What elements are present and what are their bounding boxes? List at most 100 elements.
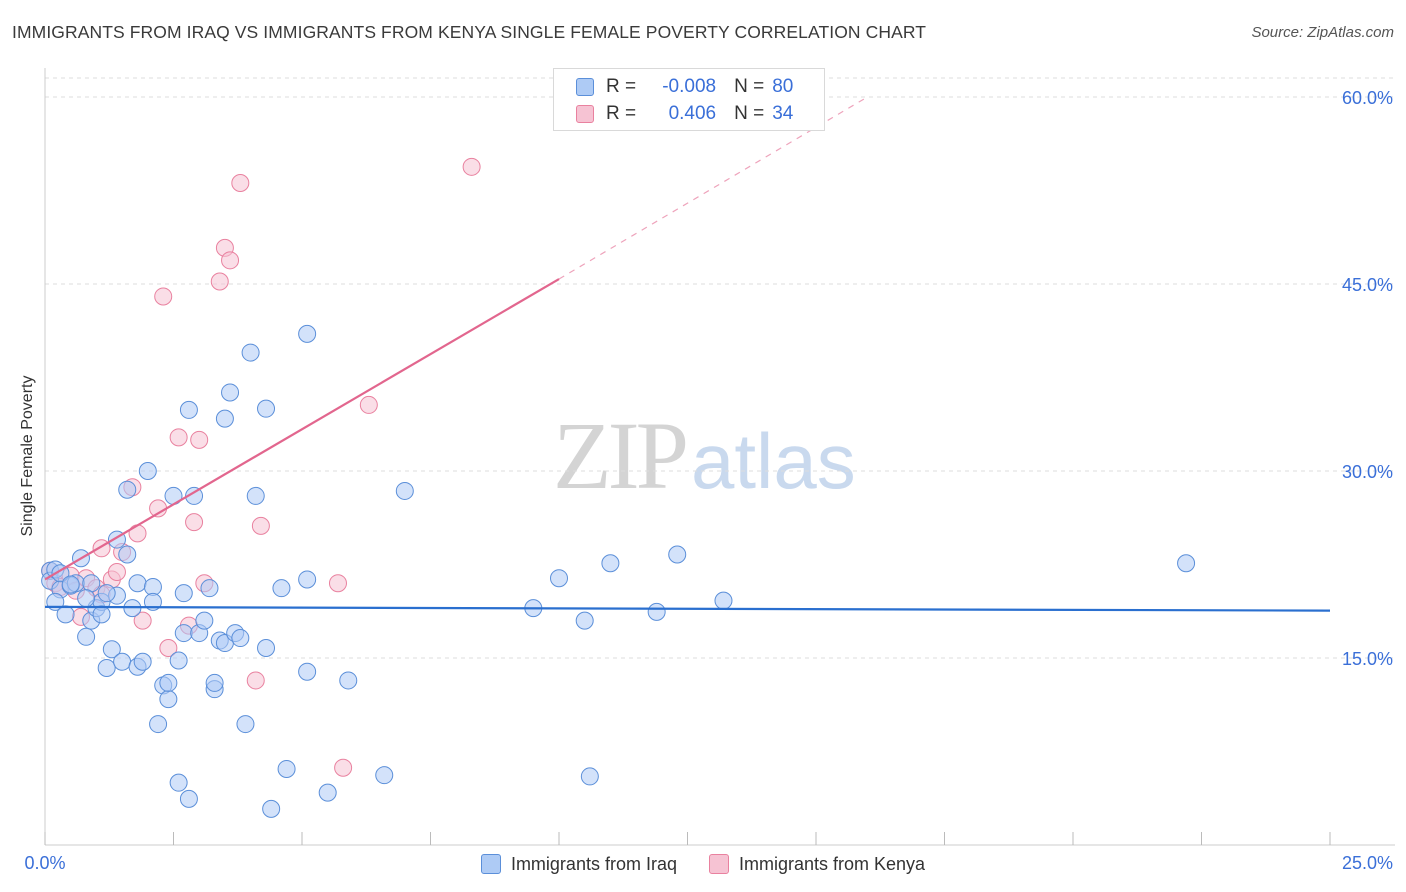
iraq-point bbox=[102, 640, 121, 659]
kenya-r-label: R = bbox=[606, 103, 637, 124]
iraq-point bbox=[298, 662, 317, 681]
iraq-point bbox=[575, 611, 594, 630]
iraq-point bbox=[1177, 554, 1196, 573]
iraq-n-label: N = bbox=[734, 76, 765, 97]
iraq-point bbox=[77, 589, 96, 608]
iraq-n-value: 80 bbox=[772, 76, 794, 97]
iraq-point bbox=[200, 579, 219, 598]
kenya-legend-swatch bbox=[708, 854, 729, 874]
kenya-point bbox=[128, 524, 147, 543]
iraq-point bbox=[118, 480, 137, 499]
kenya-n-value: 34 bbox=[772, 103, 794, 124]
iraq-trend-line bbox=[44, 605, 1331, 612]
iraq-point bbox=[97, 584, 116, 603]
iraq-point bbox=[185, 486, 204, 505]
correlation-legend: R = -0.008 N = 80 R = 0.406 N = 34 bbox=[553, 68, 825, 131]
kenya-point bbox=[154, 287, 173, 306]
iraq-point bbox=[118, 545, 137, 564]
iraq-point bbox=[195, 611, 214, 630]
iraq-point bbox=[159, 673, 178, 692]
axes bbox=[44, 68, 1395, 846]
kenya-point bbox=[251, 516, 270, 535]
iraq-point bbox=[215, 409, 234, 428]
iraq-point bbox=[97, 658, 116, 677]
source-credit: Source: ZipAtlas.com bbox=[1251, 24, 1394, 41]
iraq-swatch bbox=[576, 78, 594, 96]
iraq-point bbox=[241, 343, 260, 362]
kenya-swatch bbox=[576, 105, 594, 123]
iraq-point bbox=[179, 400, 198, 419]
legend-item-iraq[interactable]: Immigrants from Iraq bbox=[480, 853, 677, 875]
iraq-points bbox=[41, 324, 1196, 818]
kenya-trend-line bbox=[44, 278, 560, 581]
y-tick-label: 30.0% bbox=[1342, 462, 1393, 482]
iraq-point bbox=[113, 652, 132, 671]
iraq-point bbox=[82, 574, 101, 593]
iraq-point bbox=[668, 545, 687, 564]
iraq-legend-label: Immigrants from Iraq bbox=[510, 853, 677, 874]
iraq-point bbox=[236, 715, 255, 734]
iraq-point bbox=[550, 569, 568, 588]
kenya-point bbox=[107, 562, 126, 581]
iraq-point bbox=[580, 767, 599, 786]
iraq-point bbox=[601, 554, 620, 573]
grid-lines bbox=[45, 77, 1395, 659]
iraq-point bbox=[257, 639, 276, 658]
legend-row-iraq: R = -0.008 N = 80 bbox=[576, 75, 793, 99]
iraq-point bbox=[339, 671, 358, 690]
iraq-point bbox=[128, 574, 147, 593]
iraq-legend-swatch bbox=[480, 854, 501, 874]
iraq-point bbox=[714, 591, 733, 610]
tick-labels: 15.0% 30.0% 45.0% 60.0% 0.0% 25.0% bbox=[24, 88, 1393, 873]
trend-lines bbox=[44, 96, 1331, 612]
iraq-point bbox=[174, 624, 193, 643]
y-tick-label: 45.0% bbox=[1342, 275, 1393, 295]
iraq-point bbox=[77, 627, 96, 646]
iraq-point bbox=[231, 629, 250, 648]
kenya-point bbox=[159, 639, 178, 658]
kenya-point bbox=[169, 428, 188, 447]
iraq-point bbox=[221, 383, 240, 402]
kenya-point bbox=[328, 574, 347, 593]
kenya-point bbox=[462, 157, 481, 176]
kenya-r-value: 0.406 bbox=[668, 103, 717, 124]
series-legend: Immigrants from Iraq Immigrants from Ken… bbox=[0, 851, 1406, 877]
iraq-r-value: -0.008 bbox=[662, 76, 717, 97]
legend-item-kenya[interactable]: Immigrants from Kenya bbox=[708, 853, 926, 875]
iraq-point bbox=[298, 324, 317, 343]
kenya-point bbox=[221, 251, 240, 270]
kenya-legend-label: Immigrants from Kenya bbox=[738, 853, 926, 874]
iraq-point bbox=[92, 605, 111, 624]
iraq-point bbox=[169, 773, 188, 792]
kenya-point bbox=[231, 174, 250, 193]
iraq-point bbox=[149, 715, 168, 734]
kenya-point bbox=[190, 430, 209, 449]
iraq-point bbox=[143, 577, 162, 596]
iraq-point bbox=[277, 759, 296, 778]
iraq-point bbox=[179, 789, 198, 808]
kenya-point bbox=[185, 513, 204, 532]
iraq-point bbox=[272, 579, 291, 598]
kenya-n-label: N = bbox=[734, 103, 765, 124]
kenya-point bbox=[359, 395, 378, 414]
iraq-point bbox=[159, 690, 178, 709]
y-tick-label: 60.0% bbox=[1342, 88, 1393, 108]
iraq-point bbox=[375, 766, 394, 785]
kenya-point bbox=[210, 272, 229, 291]
iraq-point bbox=[205, 673, 224, 692]
iraq-point bbox=[133, 652, 152, 671]
chart-title: IMMIGRANTS FROM IRAQ VS IMMIGRANTS FROM … bbox=[12, 22, 927, 42]
iraq-point bbox=[138, 462, 157, 480]
iraq-r-label: R = bbox=[606, 76, 637, 97]
iraq-point bbox=[395, 481, 414, 500]
iraq-point bbox=[647, 602, 666, 621]
y-tick-label: 15.0% bbox=[1342, 649, 1393, 669]
iraq-point bbox=[61, 575, 80, 594]
iraq-point bbox=[174, 584, 193, 603]
iraq-point bbox=[246, 486, 265, 505]
iraq-point bbox=[298, 570, 317, 589]
kenya-point bbox=[334, 758, 353, 777]
iraq-point bbox=[318, 783, 337, 802]
x-tick-label: 25.0% bbox=[1342, 853, 1393, 873]
